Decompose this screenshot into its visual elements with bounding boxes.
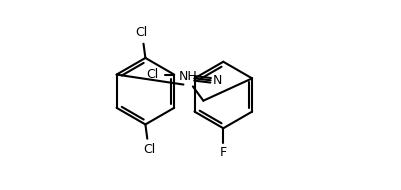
Text: Cl: Cl [136, 26, 148, 39]
Text: NH: NH [179, 70, 198, 83]
Text: Cl: Cl [147, 68, 159, 81]
Text: Cl: Cl [143, 143, 155, 156]
Text: F: F [220, 146, 227, 159]
Text: N: N [213, 74, 222, 87]
